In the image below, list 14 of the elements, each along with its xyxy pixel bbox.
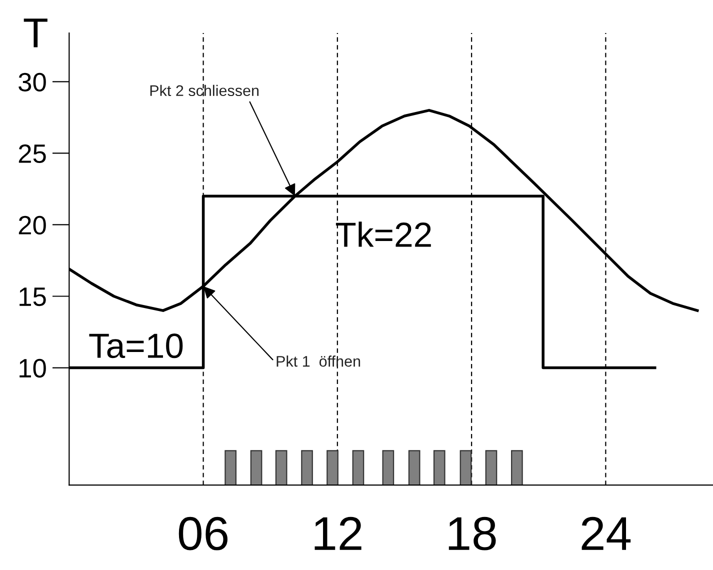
y-tick-label: 10 bbox=[20, 358, 46, 378]
annotation: Pkt 1 öffnen bbox=[276, 356, 360, 367]
annotation: Tk=22 bbox=[336, 222, 431, 247]
x-tick-label: 24 bbox=[582, 516, 631, 550]
y-axis-title: T bbox=[24, 18, 48, 48]
annotation: Ta=10 bbox=[89, 334, 183, 358]
y-tick-label: 25 bbox=[18, 144, 46, 164]
x-tick-label: 12 bbox=[314, 516, 362, 550]
y-tick-label: 20 bbox=[18, 216, 46, 235]
y-tick-label: 30 bbox=[18, 72, 46, 92]
x-tick-label: 06 bbox=[178, 516, 228, 550]
x-tick-label: 18 bbox=[448, 516, 496, 550]
annotation: Pkt 2 schliessen bbox=[150, 84, 259, 96]
y-tick-label: 15 bbox=[20, 288, 46, 306]
